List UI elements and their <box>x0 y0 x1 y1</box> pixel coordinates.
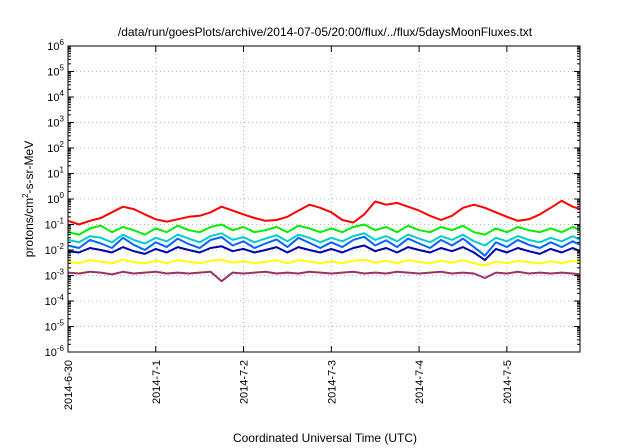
series-line-3 <box>67 232 581 247</box>
grid-lines <box>68 46 580 352</box>
y-tick-label-base: 10 <box>47 41 59 53</box>
y-tick-label-exponent: 6 <box>60 38 65 47</box>
x-tick-label: 2014-7-2 <box>239 360 251 404</box>
y-tick-label: 10-6 <box>45 344 65 359</box>
y-tick-label-exponent: 5 <box>60 64 65 73</box>
y-tick-label-exponent: -1 <box>57 217 65 226</box>
series-line-2 <box>67 223 581 236</box>
x-tick-label: 2014-7-5 <box>502 360 514 404</box>
series-line-4 <box>67 235 581 257</box>
y-tick-label-exponent: -4 <box>57 293 65 302</box>
y-tick-label-exponent: 4 <box>60 89 65 98</box>
series-line-7 <box>67 270 581 283</box>
y-tick-label-exponent: 0 <box>60 191 65 200</box>
y-tick-label-exponent: -5 <box>57 319 65 328</box>
x-tick-label: 2014-7-1 <box>151 360 163 404</box>
y-tick-label-base: 10 <box>47 67 59 79</box>
y-tick-label-exponent: 3 <box>60 115 65 124</box>
series-line-1 <box>67 199 581 226</box>
y-tick-label: 101 <box>47 166 64 181</box>
y-tick-label: 102 <box>47 140 64 155</box>
y-tick-label: 103 <box>47 115 64 130</box>
y-axis-label-base: protons/cm <box>22 198 36 257</box>
series-lines <box>67 199 581 283</box>
y-axis-label-rest: -s-sr-MeV <box>22 141 36 194</box>
axes: 10-610-510-410-310-210-11001011021031041… <box>45 38 580 410</box>
y-tick-label: 100 <box>47 191 64 206</box>
y-tick-label-base: 10 <box>45 322 57 334</box>
y-tick-label: 10-3 <box>45 268 65 283</box>
x-axis-label: Coordinated Universal Time (UTC) <box>233 431 417 445</box>
y-tick-label-exponent: -2 <box>57 242 65 251</box>
y-tick-label-base: 10 <box>47 194 59 206</box>
y-tick-label-base: 10 <box>47 92 59 104</box>
y-axis-label: protons/cm2-s-sr-MeV <box>21 141 36 257</box>
x-tick-label: 2014-7-4 <box>414 360 426 404</box>
series-line-6 <box>67 258 581 267</box>
y-tick-label-base: 10 <box>47 118 59 130</box>
y-tick-label-exponent: -6 <box>57 344 65 353</box>
x-tick-label: 2014-6-30 <box>63 360 75 410</box>
y-tick-label-base: 10 <box>45 245 57 257</box>
y-tick-label-base: 10 <box>45 347 57 359</box>
y-tick-label: 105 <box>47 64 64 79</box>
y-tick-label-base: 10 <box>45 220 57 232</box>
y-tick-label-exponent: 2 <box>60 140 65 149</box>
y-tick-label: 10-1 <box>45 217 65 232</box>
y-tick-label-exponent: 1 <box>60 166 65 175</box>
y-tick-label: 104 <box>47 89 64 104</box>
y-tick-label-base: 10 <box>47 143 59 155</box>
y-tick-label: 10-2 <box>45 242 65 257</box>
series-line-5 <box>67 244 581 262</box>
y-tick-label-base: 10 <box>47 169 59 181</box>
chart-title: /data/run/goesPlots/archive/2014-07-05/2… <box>118 25 533 39</box>
y-tick-label: 10-4 <box>45 293 65 308</box>
y-tick-label: 10-5 <box>45 319 65 334</box>
y-tick-label-base: 10 <box>45 271 57 283</box>
y-tick-label-exponent: -3 <box>57 268 65 277</box>
y-tick-label: 106 <box>47 38 64 53</box>
x-tick-label: 2014-7-3 <box>326 360 338 404</box>
y-axis-label-superscript: 2 <box>21 193 30 198</box>
y-tick-label-base: 10 <box>45 296 57 308</box>
